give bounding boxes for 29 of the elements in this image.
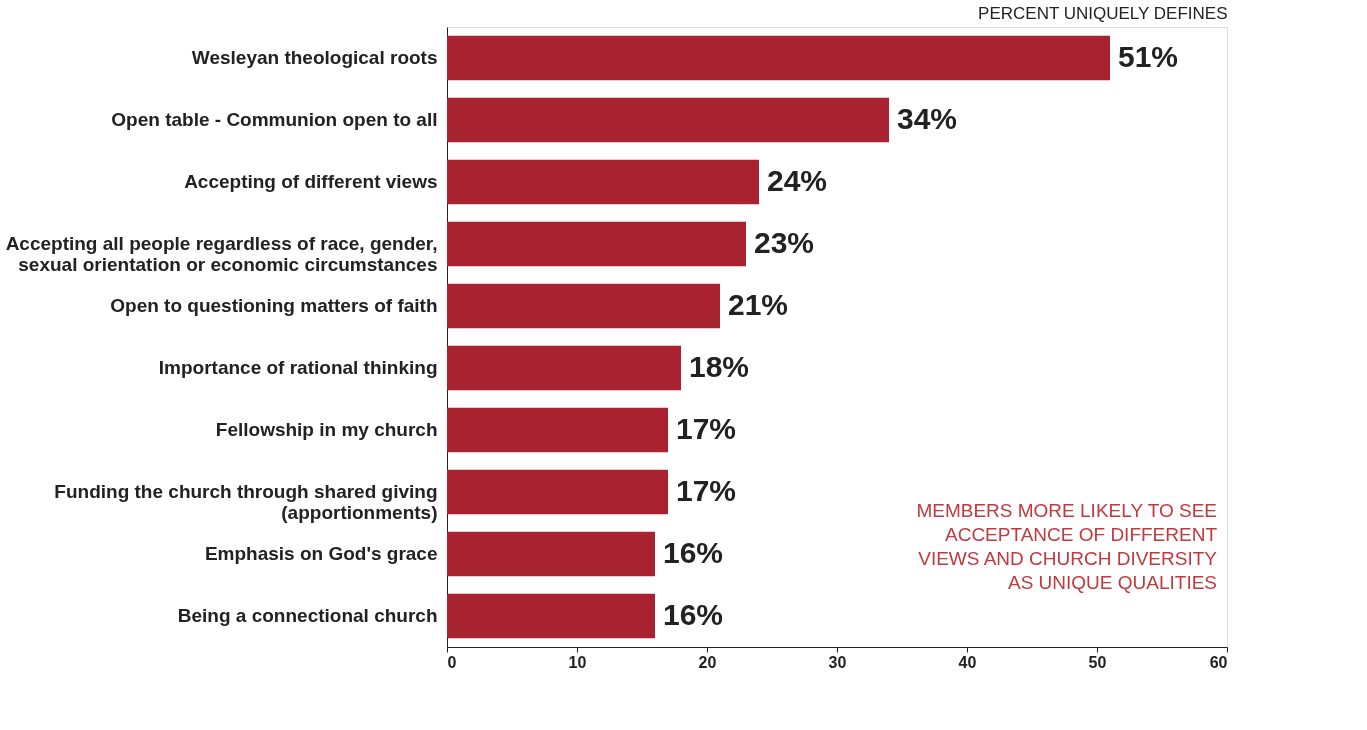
data-label: 17% [676, 474, 737, 507]
x-tick-label: 50 [1088, 653, 1107, 671]
data-label: 34% [897, 102, 958, 135]
annotation: MEMBERS MORE LIKELY TO SEE ACCEPTANCE OF DIFFERENT VIEWS AND CHURCH DIVERSITY AS UNIQUE QUALITIES [916, 499, 1218, 593]
y-tick-label: Accepting all people regardless of race, gender, sexual orientation or economic circumstances [5, 233, 438, 275]
data-label: 51% [1118, 40, 1179, 73]
y-tick-label: Emphasis on God's grace [204, 543, 438, 564]
x-tick-label: 20 [698, 653, 717, 671]
data-label: 23% [754, 226, 815, 259]
chart-title: PERCENT UNIQUELY DEFINES [978, 4, 1228, 23]
y-tick-label: Open table - Communion open to all [111, 109, 438, 130]
data-label: 18% [689, 350, 750, 383]
y-tick-label: Being a connectional church [177, 605, 438, 626]
y-tick-label: Wesleyan theological roots [191, 47, 438, 68]
x-tick-label: 10 [568, 653, 587, 671]
x-tick-label: 40 [958, 653, 977, 671]
y-tick-label: Accepting of different views [184, 171, 438, 192]
y-tick-label: Funding the church through shared giving (apportionments) [54, 481, 438, 523]
data-label: 16% [663, 598, 724, 631]
y-tick-label: Open to questioning matters of faith [110, 295, 438, 316]
x-tick-label: 30 [828, 653, 847, 671]
data-label: 17% [676, 412, 737, 445]
data-label: 16% [663, 536, 724, 569]
data-label: 24% [767, 164, 828, 197]
x-tick-label: 0 [447, 653, 457, 671]
y-tick-label: Importance of rational thinking [158, 357, 438, 378]
y-tick-label: Fellowship in my church [215, 419, 438, 440]
data-label: 21% [728, 288, 789, 321]
x-tick-label: 60 [1209, 653, 1228, 671]
